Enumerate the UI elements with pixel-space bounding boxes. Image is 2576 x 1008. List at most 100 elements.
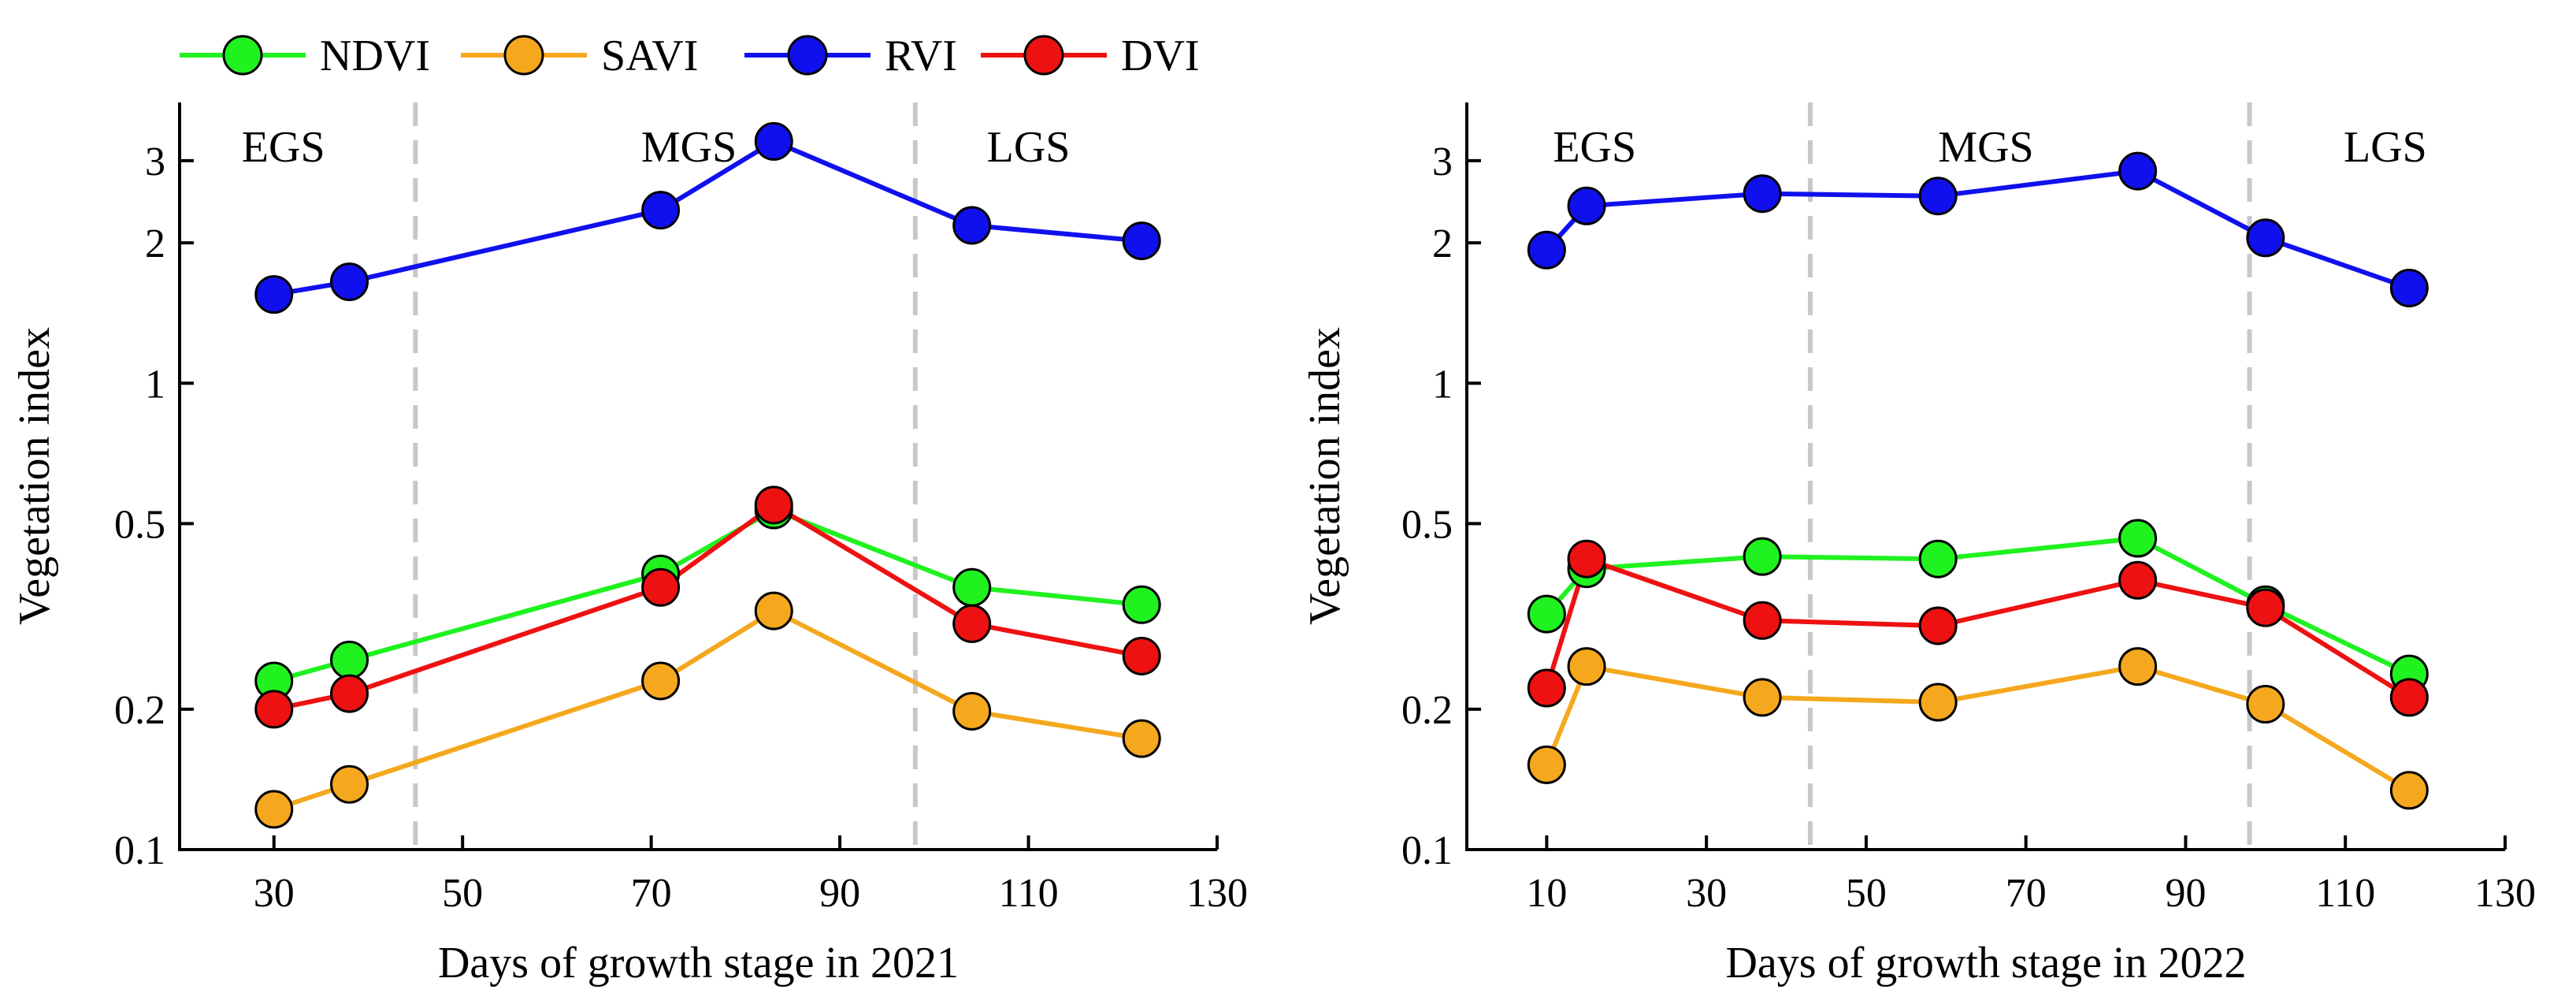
data-point-savi: [952, 691, 992, 731]
stage-label-egs: EGS: [1553, 123, 1636, 172]
data-point-rvi: [330, 262, 369, 302]
data-point-savi: [1122, 719, 1161, 758]
x-axis-title: Days of growth stage in 2022: [1725, 939, 2246, 988]
legend-entry-savi: SAVI: [461, 32, 698, 80]
data-point-ndvi: [1918, 539, 1958, 578]
y-tick-label: 0.5: [1401, 502, 1453, 547]
stage-label-lgs: LGS: [2344, 123, 2427, 172]
x-tick-label: 30: [254, 871, 295, 916]
data-point-rvi: [2246, 218, 2285, 258]
data-point-ndvi: [1743, 537, 1782, 576]
legend-marker: [222, 35, 263, 76]
x-tick-label: 90: [2165, 871, 2206, 916]
x-tick-label: 130: [1186, 871, 1248, 916]
data-point-ndvi: [1122, 585, 1161, 624]
y-tick-label: 1: [145, 362, 165, 407]
data-point-dvi: [754, 485, 793, 525]
x-tick-label: 90: [819, 871, 860, 916]
series-line-dvi: [273, 502, 1142, 712]
data-point-dvi: [2389, 678, 2429, 717]
data-point-dvi: [1743, 601, 1782, 640]
legend-label: RVI: [885, 32, 957, 80]
data-point-rvi: [1527, 230, 1566, 270]
legend-marker: [503, 35, 544, 76]
legend-label: NDVI: [320, 32, 430, 80]
data-point-rvi: [754, 121, 793, 161]
legend: NDVI SAVI RVI DVI: [180, 32, 1200, 80]
data-point-dvi: [641, 567, 681, 607]
y-tick-label: 3: [1432, 139, 1453, 184]
legend-entry-dvi: DVI: [981, 32, 1200, 80]
data-point-dvi: [1918, 606, 1958, 645]
stage-label-mgs: MGS: [1938, 123, 2033, 172]
series-line-dvi: [1544, 556, 2411, 700]
data-point-dvi: [952, 604, 992, 643]
data-point-dvi: [1527, 668, 1566, 708]
data-point-savi: [1567, 647, 1606, 686]
stage-label-egs: EGS: [242, 123, 325, 172]
data-point-rvi: [1122, 221, 1161, 261]
data-point-dvi: [254, 690, 294, 729]
legend-marker: [1023, 35, 1064, 76]
data-point-ndvi: [330, 640, 369, 679]
x-axis-title: Days of growth stage in 2021: [438, 939, 959, 988]
x-tick-label: 50: [1846, 871, 1887, 916]
data-point-savi: [2118, 647, 2158, 686]
data-point-rvi: [641, 191, 681, 230]
stage-label-lgs: LGS: [987, 123, 1071, 172]
y-axis-title: Vegetation index: [1301, 327, 1349, 625]
legend-marker: [787, 35, 828, 76]
data-point-ndvi: [2118, 519, 2158, 558]
data-point-savi: [330, 764, 369, 804]
y-tick-label: 3: [145, 139, 165, 184]
y-tick-label: 0.2: [1401, 688, 1453, 733]
legend-entry-ndvi: NDVI: [180, 32, 430, 80]
y-tick-label: 0.1: [1401, 828, 1453, 873]
x-tick-label: 70: [631, 871, 672, 916]
data-point-rvi: [2389, 268, 2429, 307]
panel-2022: 10 30 50 70 90 110 130 0.1 0.2 0.5 1 2 3 Days of grow…: [1301, 102, 2536, 988]
data-point-dvi: [2118, 560, 2158, 600]
data-point-savi: [1918, 683, 1958, 722]
data-point-rvi: [1743, 174, 1782, 214]
data-point-dvi: [1122, 636, 1161, 675]
y-tick-label: 2: [1432, 221, 1453, 266]
x-tick-label: 10: [1526, 871, 1567, 916]
data-point-savi: [2389, 771, 2429, 810]
y-tick-label: 0.1: [114, 828, 165, 873]
data-point-savi: [641, 661, 681, 701]
data-point-ndvi: [952, 567, 992, 607]
y-tick-label: 1: [1432, 362, 1453, 407]
x-tick-label: 110: [2315, 871, 2375, 916]
data-point-ndvi: [1527, 594, 1566, 634]
y-tick-label: 0.5: [114, 502, 165, 547]
legend-label: SAVI: [601, 32, 698, 80]
x-tick-label: 30: [1686, 871, 1727, 916]
data-point-rvi: [2118, 151, 2158, 191]
data-point-savi: [754, 591, 793, 630]
y-tick-label: 0.2: [114, 688, 165, 733]
data-point-rvi: [1918, 177, 1958, 216]
x-tick-label: 110: [999, 871, 1059, 916]
panel-2021: 30 50 70 90 110 130 0.1 0.2 0.5 1 2 3 Days of growth…: [10, 102, 1248, 988]
x-tick-label: 130: [2474, 871, 2536, 916]
data-point-rvi: [1567, 186, 1606, 225]
data-point-savi: [1743, 678, 1782, 717]
y-tick-label: 2: [145, 221, 165, 266]
data-point-dvi: [1567, 539, 1606, 578]
data-point-dvi: [330, 674, 369, 713]
stage-label-mgs: MGS: [641, 123, 737, 172]
data-point-rvi: [254, 275, 294, 314]
legend-entry-rvi: RVI: [744, 32, 957, 80]
data-point-savi: [1527, 745, 1566, 784]
data-point-rvi: [952, 206, 992, 245]
legend-label: DVI: [1121, 32, 1200, 80]
data-point-savi: [254, 790, 294, 829]
data-point-dvi: [2246, 588, 2285, 627]
series-line-savi: [1544, 664, 2411, 793]
data-point-savi: [2246, 685, 2285, 724]
y-axis-title: Vegetation index: [10, 327, 59, 625]
series-line-savi: [273, 608, 1142, 812]
x-tick-label: 70: [2006, 871, 2047, 916]
